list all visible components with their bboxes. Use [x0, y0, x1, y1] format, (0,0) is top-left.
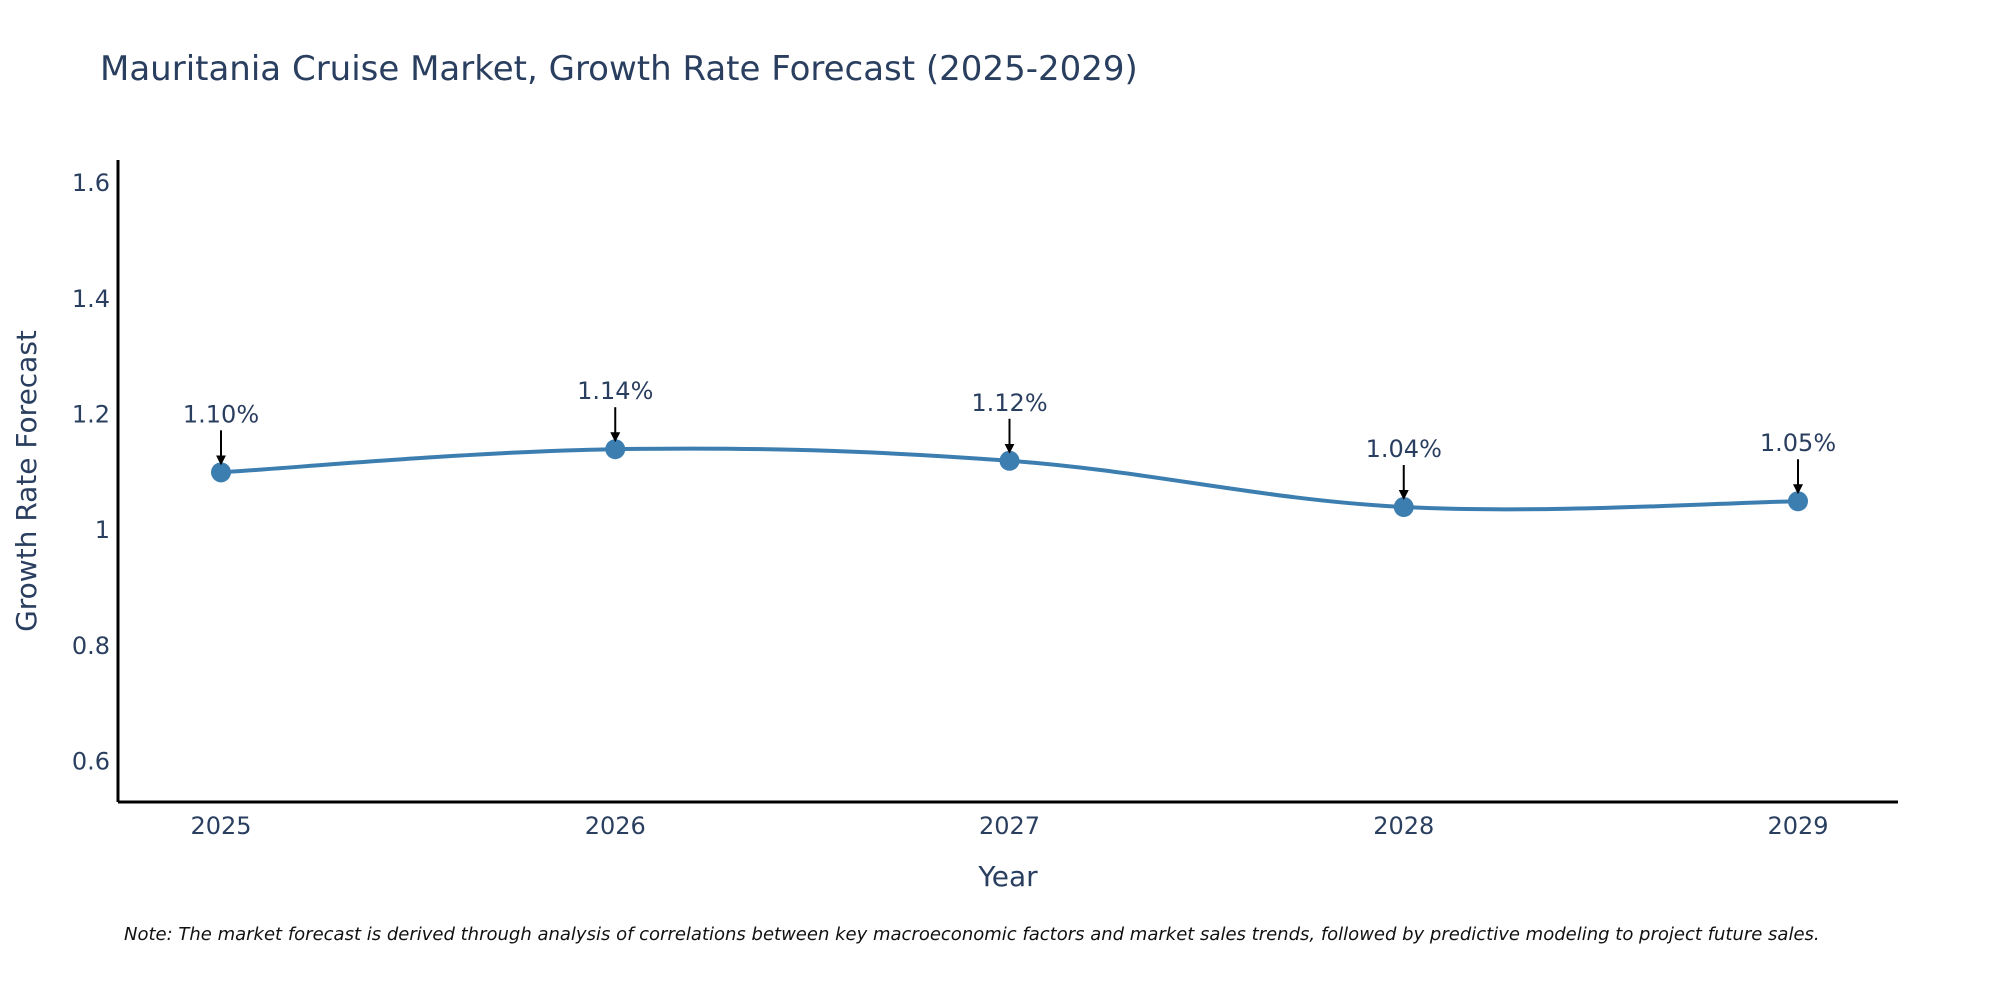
y-axis-title: Growth Rate Forecast: [10, 330, 43, 632]
data-label: 1.10%: [183, 400, 259, 428]
axes-group: [116, 160, 1898, 804]
data-point: [211, 462, 231, 483]
data-point: [1788, 491, 1808, 512]
y-tick-label: 1.6: [72, 169, 110, 197]
x-tick-label: 2028: [1373, 812, 1434, 840]
chart-title: Mauritania Cruise Market, Growth Rate Fo…: [100, 49, 1138, 89]
ticks-group: 0.6 0.8 1 1.2 1.4 1.6 2025 2026 2027 2028 2029: [72, 169, 1829, 840]
y-tick-label: 0.6: [72, 748, 110, 776]
data-label: 1.14%: [577, 377, 653, 405]
data-point: [605, 439, 626, 460]
labels-group: 1.10% 1.14% 1.12% 1.04% 1.05%: [183, 377, 1836, 501]
y-tick-label: 1.2: [72, 400, 110, 428]
x-tick-label: 2027: [979, 812, 1040, 840]
x-tick-label: 2025: [190, 812, 251, 840]
data-label: 1.12%: [971, 389, 1047, 417]
data-point: [999, 450, 1020, 471]
data-point: [1393, 497, 1414, 518]
x-tick-label: 2029: [1767, 812, 1828, 840]
series-group: [211, 439, 1808, 518]
footnote: Note: The market forecast is derived thr…: [124, 924, 1820, 945]
y-tick-label: 0.8: [72, 632, 110, 660]
x-axis-title: Year: [977, 860, 1038, 893]
data-label: 1.05%: [1760, 429, 1836, 457]
x-tick-label: 2026: [585, 812, 646, 840]
y-tick-label: 1.4: [72, 285, 110, 313]
y-tick-label: 1: [95, 516, 110, 544]
data-label: 1.04%: [1366, 435, 1442, 463]
